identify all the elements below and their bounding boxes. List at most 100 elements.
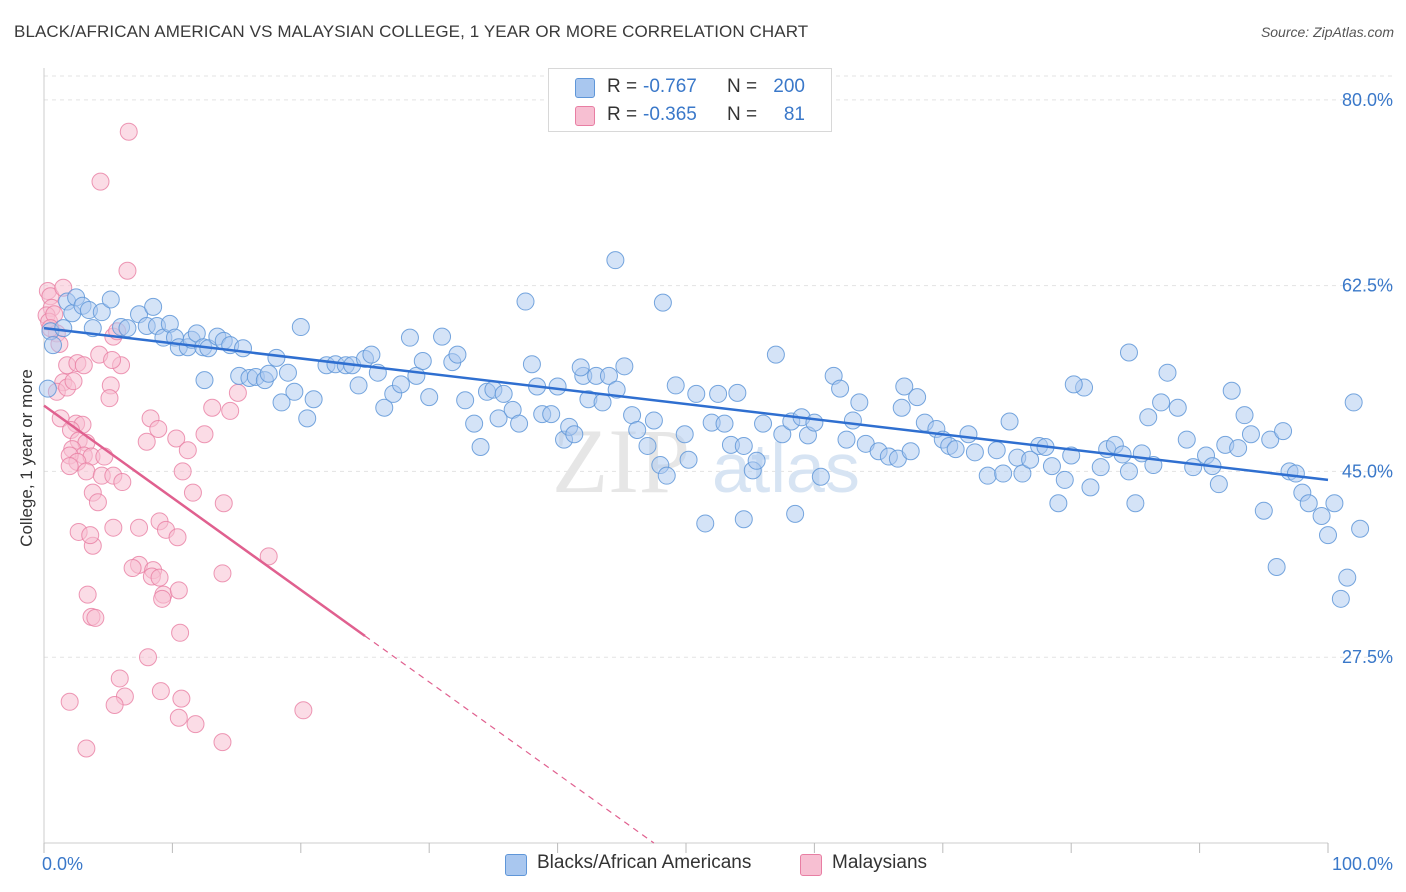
data-point-blacks [644,411,663,430]
data-point-malaysians [173,462,192,481]
data-point-blacks [1286,464,1305,483]
data-point-malaysians [103,350,122,369]
y-tick-label: 80.0% [1342,90,1393,110]
trend-line-malaysians-extension [364,635,655,844]
data-point-malaysians [88,493,107,512]
data-point-malaysians [221,401,240,420]
legend-row-malaysians: R = -0.365 N = 81 [549,101,831,129]
legend-label-blacks: Blacks/African Americans [537,852,752,873]
data-point-malaysians [100,389,119,408]
data-point-malaysians [110,669,129,688]
data-point-blacks [773,425,792,444]
data-point-blacks [666,376,685,395]
data-point-malaysians [77,739,96,758]
data-point-blacks [1229,439,1248,458]
data-point-blacks [653,293,672,312]
axes [43,68,1329,853]
data-point-blacks [959,425,978,444]
data-point-blacks [679,450,698,469]
data-point-blacks [291,318,310,337]
data-point-malaysians [130,518,149,537]
source-credit: Source: ZipAtlas.com [1260,24,1394,40]
data-point-blacks [1168,398,1187,417]
data-point-malaysians [123,559,142,578]
data-point-malaysians [81,526,100,545]
data-point-malaysians [167,429,186,448]
data-point-malaysians [213,733,232,752]
data-point-blacks [489,409,508,428]
data-point-blacks [901,442,920,461]
data-point-blacks [1013,464,1032,483]
data-point-blacks [510,414,529,433]
data-point-malaysians [86,608,105,627]
data-point-blacks [1158,363,1177,382]
data-point-blacks [1261,430,1280,449]
data-point-blacks [375,398,394,417]
data-point-malaysians [113,473,132,492]
data-point-blacks [516,292,535,311]
data-point-blacks [420,388,439,407]
data-point-blacks [1177,430,1196,449]
data-point-blacks [1021,450,1040,469]
data-point-blacks [448,345,467,364]
data-point-blacks [754,414,773,433]
data-point-blacks [471,438,490,457]
data-point-blacks [1152,393,1171,412]
data-point-malaysians [119,122,138,141]
data-point-blacks [1254,501,1273,520]
data-point-blacks [843,411,862,430]
data-point-malaysians [77,462,96,481]
data-point-blacks [657,466,676,485]
y-tick-label: 45.0% [1342,461,1393,481]
data-point-malaysians [169,708,188,727]
data-point-blacks [267,348,286,367]
data-point-blacks [1119,343,1138,362]
correlation-legend: R = -0.767 N = 200 R = -0.365 N = 81 [548,68,832,132]
data-point-malaysians [104,518,123,537]
data-point-blacks [786,504,805,523]
data-point-blacks [1042,457,1061,476]
legend-swatch-blue [505,854,527,876]
legend-label-malaysians: Malaysians [832,852,928,873]
data-point-blacks [715,414,734,433]
data-point-blacks [994,464,1013,483]
data-point-blacks [638,436,657,455]
data-point-blacks [675,425,694,444]
data-point-blacks [1319,526,1337,545]
data-point-blacks [304,390,323,409]
data-point-malaysians [169,581,188,600]
data-point-blacks [837,430,856,449]
data-point-blacks [38,379,57,398]
data-point-blacks [413,352,432,371]
data-point-blacks [1351,519,1370,538]
data-point-blacks [1064,375,1083,394]
data-point-blacks [811,467,830,486]
data-point-blacks [1331,589,1350,608]
data-point-blacks [571,358,590,377]
data-point-blacks [565,425,584,444]
data-point-malaysians [139,648,158,667]
data-point-malaysians [60,457,79,476]
data-point-blacks [615,357,634,376]
data-point-malaysians [137,432,156,451]
legend-n-label: N = [727,76,758,97]
data-point-malaysians [168,528,187,547]
data-point-blacks [1274,422,1293,441]
data-point-blacks [1338,568,1357,587]
data-point-blacks [548,377,567,396]
data-point-blacks [234,339,253,358]
data-point-malaysians [213,564,232,583]
data-point-blacks [1091,458,1110,477]
data-point-blacks [433,327,452,346]
data-point-blacks [101,290,120,309]
data-point-malaysians [153,589,172,608]
data-point-blacks [259,364,278,383]
data-point-blacks [92,303,111,322]
data-point-blacks [465,414,484,433]
data-point-blacks [285,382,304,401]
data-point-blacks [118,319,137,338]
legend-swatch-pink [575,106,595,126]
y-tick-label: 62.5% [1342,276,1393,296]
trend-line-blacks [43,326,1329,482]
data-point-blacks [908,388,927,407]
